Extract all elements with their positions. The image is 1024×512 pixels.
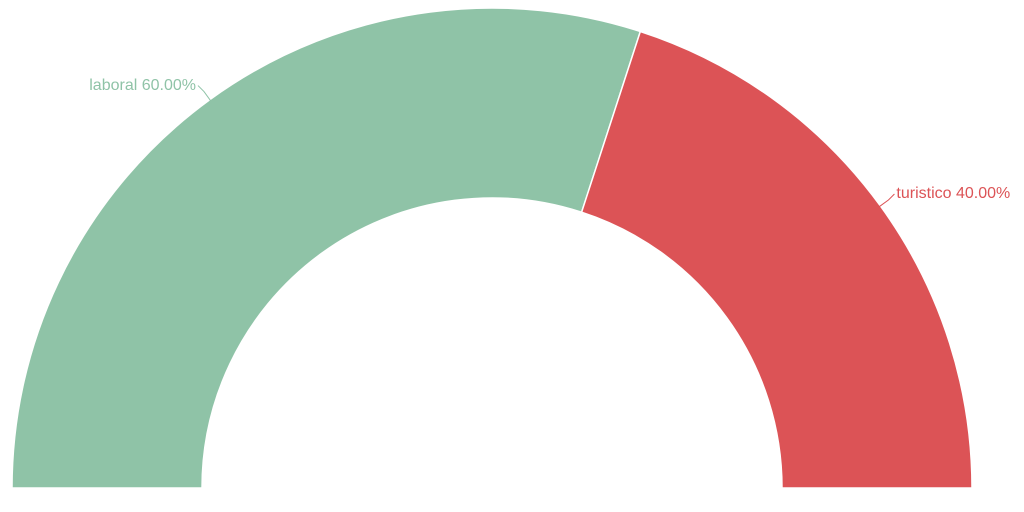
- label-turistico: turistico 40.00%: [896, 185, 1010, 202]
- slice-labels: laboral 60.00% turistico 40.00%: [89, 77, 1010, 202]
- label-laboral: laboral 60.00%: [89, 77, 196, 94]
- slice-turistico[interactable]: [580, 30, 973, 489]
- chart-slices: [11, 7, 973, 489]
- leader-turistico: [878, 193, 895, 208]
- label-leader-lines: [197, 85, 895, 208]
- leader-laboral: [197, 85, 212, 102]
- slice-laboral[interactable]: [11, 7, 642, 489]
